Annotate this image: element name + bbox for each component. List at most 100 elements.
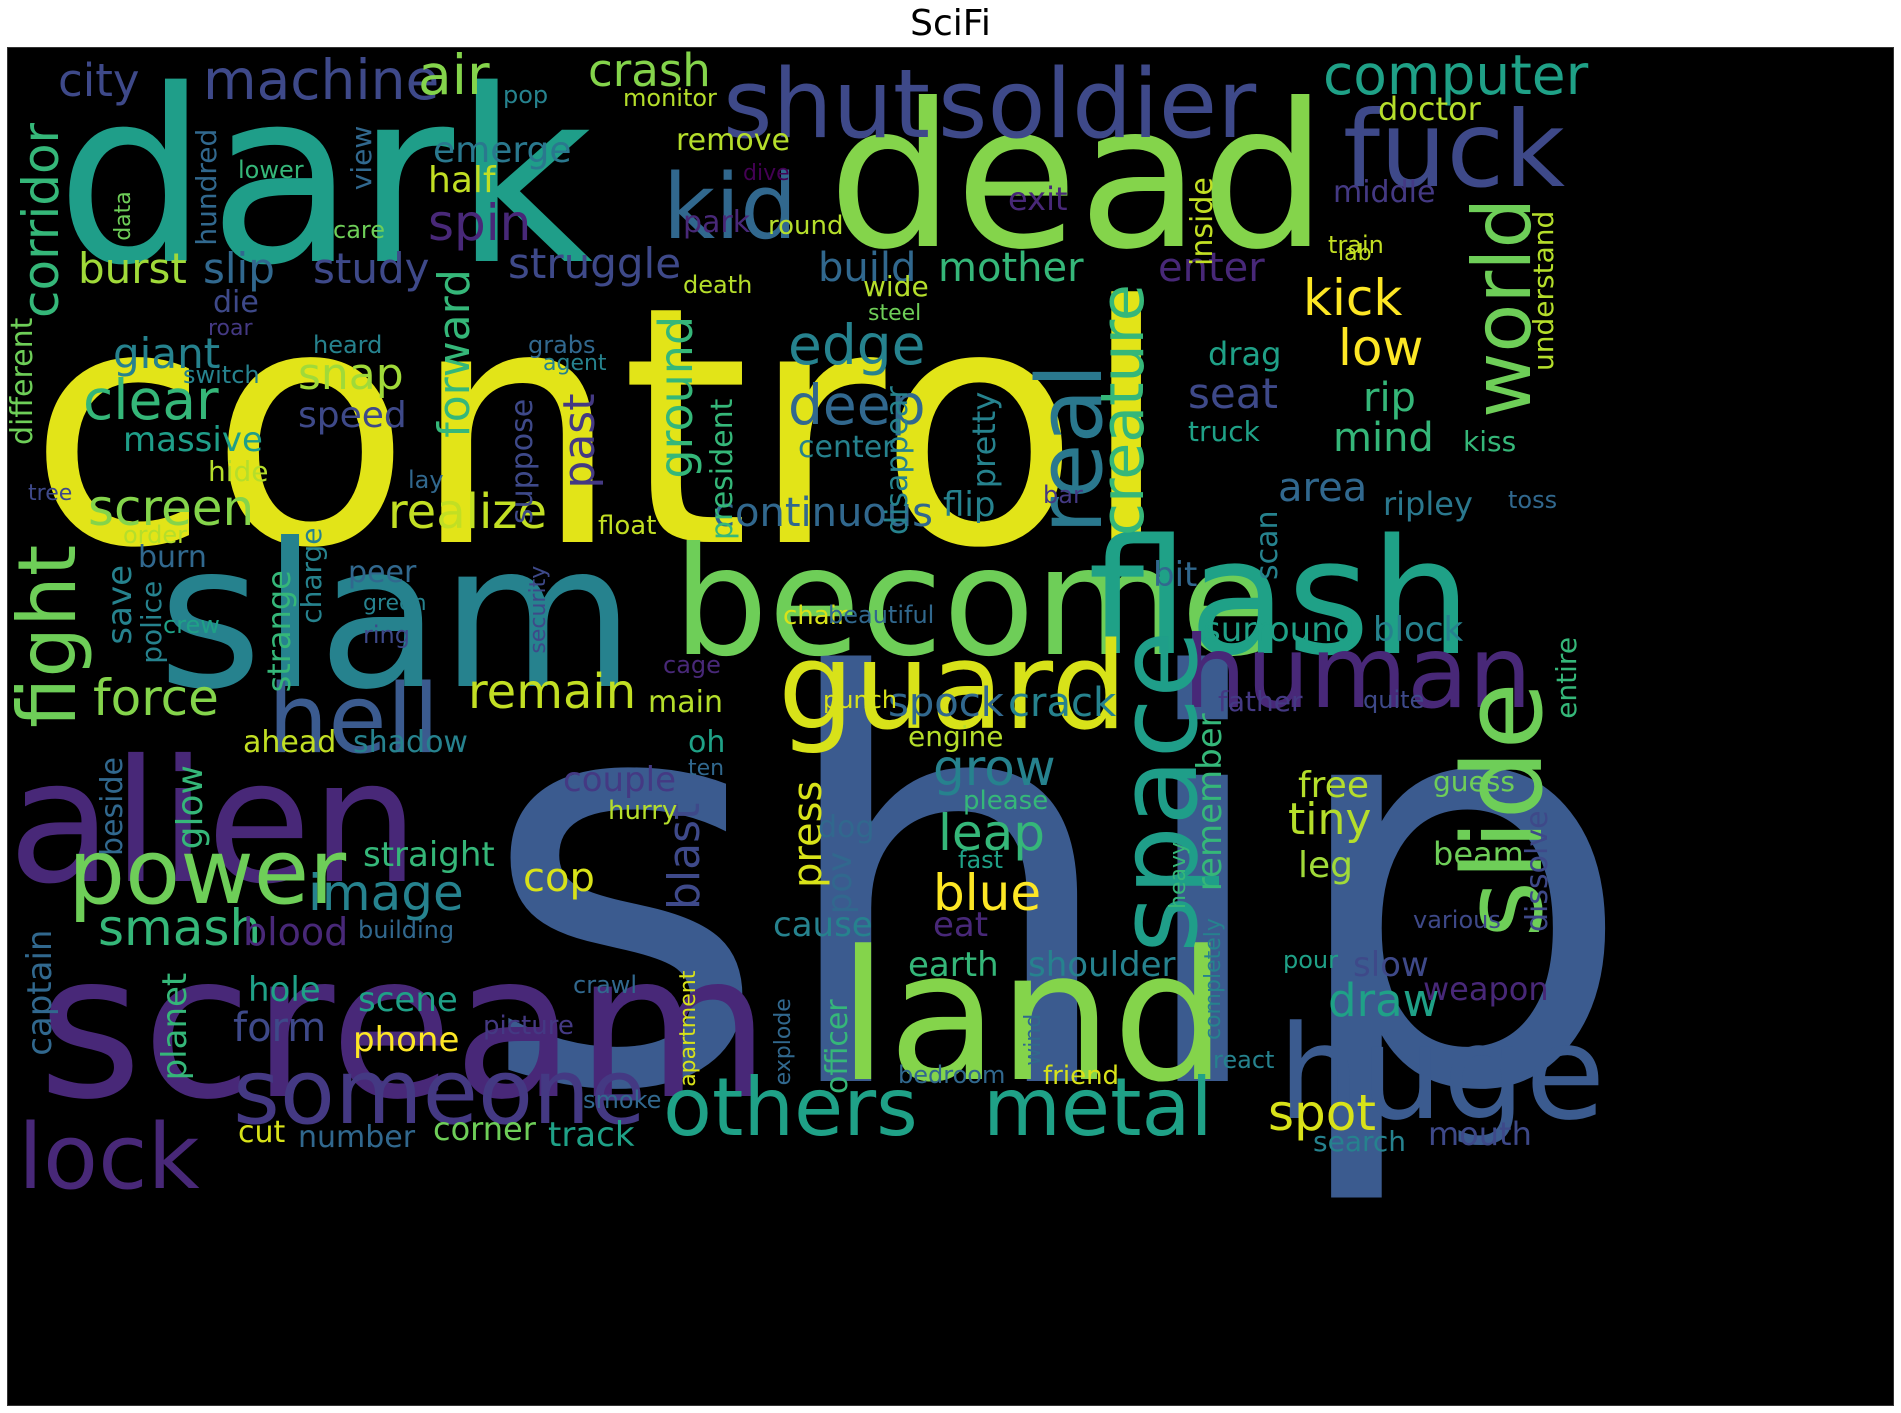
word-couple: couple (563, 760, 676, 800)
word-giant: giant (113, 329, 221, 378)
word-completely: completely (1201, 918, 1226, 1040)
word-dead: dead (828, 61, 1328, 294)
word-ten: ten (688, 756, 725, 781)
word-slip: slip (203, 244, 275, 293)
word-search: search (1313, 1125, 1407, 1158)
word-huge: huge (1278, 997, 1606, 1149)
word-corridor: corridor (12, 122, 70, 318)
word-suppose: suppose (505, 398, 540, 524)
word-someone: someone (233, 1040, 646, 1145)
word-eat: eat (933, 905, 989, 945)
word-entire: entire (1550, 636, 1583, 719)
word-smoke: smoke (583, 1086, 662, 1114)
word-spin: spin (428, 194, 532, 252)
word-forward: forward (429, 269, 480, 438)
word-scan: scan (1250, 510, 1285, 580)
word-doctor: doctor (1378, 90, 1481, 128)
word-middle: middle (1333, 175, 1436, 210)
word-die: die (213, 285, 259, 320)
word-react: react (1213, 1046, 1275, 1074)
word-grow: grow (933, 739, 1056, 797)
word-flip: flip (943, 485, 996, 525)
word-dark: dark (56, 38, 594, 318)
word-shadow: shadow (353, 725, 468, 760)
word-scream: scream (38, 911, 771, 1144)
word-wide: wide (863, 270, 929, 303)
word-struggle: struggle (508, 239, 682, 288)
word-guard: guard (778, 618, 1128, 757)
word-remain: remain (468, 664, 637, 720)
word-ahead: ahead (243, 725, 337, 760)
word-guess: guess (1433, 765, 1515, 798)
word-crew: crew (163, 611, 220, 639)
word-kiss: kiss (1463, 425, 1517, 458)
word-land: land (838, 913, 1227, 1122)
word-crack: crack (1008, 680, 1117, 726)
word-friend: friend (1043, 1061, 1120, 1091)
word-surround: surround (1203, 610, 1355, 650)
word-quite: quite (1363, 686, 1425, 714)
word-cloud-canvas: control ship dark dead slam scream alien become… (1, 38, 1894, 1406)
word-tiny: tiny (1288, 794, 1372, 845)
word-explode: explode (771, 998, 796, 1086)
chart-title: SciFi (910, 3, 991, 44)
word-ship: ship (478, 562, 1636, 1214)
word-bit: bit (1153, 555, 1198, 595)
word-remember: remember (1190, 713, 1230, 892)
word-area: area (1278, 465, 1368, 511)
word-beautiful: beautiful (828, 601, 935, 629)
word-train: train (1328, 231, 1384, 259)
word-lab: lab (1338, 241, 1372, 266)
word-become: become (673, 516, 1274, 690)
word-fast: fast (958, 846, 1004, 874)
word-monitor: monitor (623, 84, 717, 112)
word-police: police (135, 580, 168, 664)
word-track: track (548, 1115, 635, 1155)
word-study: study (313, 244, 430, 293)
word-weapon: weapon (1423, 970, 1549, 1008)
word-kid: kid (663, 155, 798, 260)
word-cut: cut (238, 1115, 286, 1150)
word-bar: bar (1043, 481, 1083, 509)
word-realize: realize (388, 484, 548, 540)
word-air: air (418, 43, 490, 107)
word-ripley: ripley (1383, 485, 1473, 523)
word-dissolve: dissolve (1520, 810, 1555, 932)
word-alien: alien (8, 724, 419, 922)
word-hundred: hundred (190, 128, 223, 246)
word-number: number (298, 1120, 416, 1155)
word-cop: cop (523, 855, 595, 901)
word-green: green (363, 591, 427, 616)
word-hole: hole (248, 970, 321, 1010)
word-various: various (1413, 906, 1501, 934)
word-roar: roar (208, 316, 253, 341)
word-form: form (233, 1005, 327, 1051)
word-float: float (598, 511, 657, 541)
word-human: human (1183, 614, 1532, 731)
word-fight: fight (1, 544, 94, 728)
word-blue: blue (933, 864, 1042, 922)
word-lay: lay (408, 466, 444, 494)
word-president: president (705, 398, 740, 540)
word-remove: remove (676, 123, 790, 158)
word-wind: wind (1021, 1013, 1046, 1066)
word-burn: burn (138, 540, 207, 575)
word-crawl: crawl (573, 971, 638, 999)
word-emerge: emerge (433, 130, 572, 171)
word-glow: glow (170, 765, 211, 850)
word-dog: dog (818, 810, 875, 845)
word-smash: smash (98, 899, 262, 957)
word-others: others (663, 1061, 918, 1154)
word-inside: inside (1185, 177, 1220, 266)
word-building: building (358, 916, 455, 944)
word-shut: shut (723, 50, 931, 160)
word-tree: tree (28, 481, 73, 506)
word-understand: understand (1527, 210, 1560, 371)
word-city: city (58, 54, 140, 107)
word-data: data (111, 191, 136, 241)
word-pov: pov (820, 851, 860, 915)
word-cage: cage (663, 651, 721, 679)
word-picture: picture (483, 1011, 574, 1041)
word-crash: crash (588, 44, 711, 97)
word-heard: heard (313, 331, 383, 359)
